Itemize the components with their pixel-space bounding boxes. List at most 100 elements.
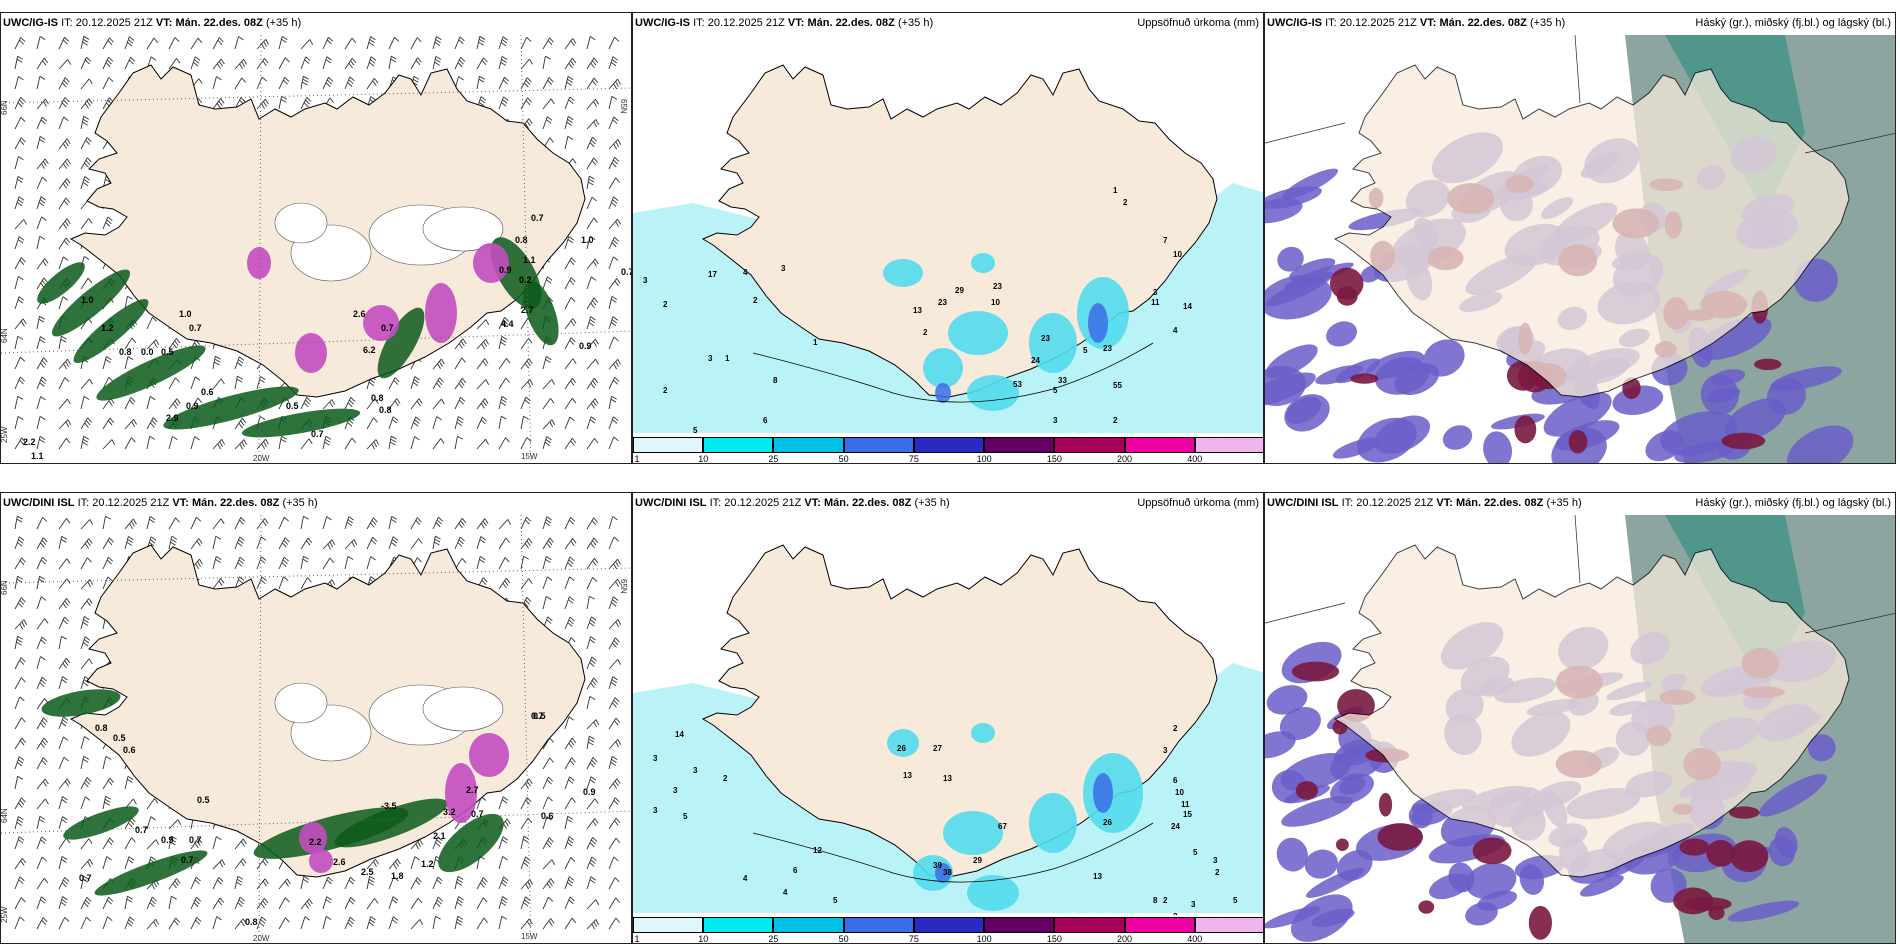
wind-barb-shaft [388,416,394,430]
wind-barb-feather [348,919,354,925]
wind-barb-shaft [124,536,129,550]
wind-barb-shaft [366,56,372,70]
wind-barb-shaft [454,338,464,350]
wind-barb-shaft [410,398,420,410]
wind-barb-shaft [36,676,43,690]
wind-barb-feather [18,379,24,385]
wind-barb-shaft [322,557,331,570]
precip-streak [1228,332,1244,434]
wind-barb-shaft [410,517,418,530]
wind-barb-shaft [344,397,352,410]
wind-barb-feather [592,60,597,66]
wind-barb-shaft [168,836,172,850]
wind-barb-feather [615,717,621,724]
wind-value-label: 2.2 [23,437,36,447]
wind-barb-feather [19,139,25,145]
wind-barb-shaft [476,556,481,570]
wind-value-label: 0.8 [245,917,258,927]
wind-barb-shaft [212,897,221,910]
wind-barb-feather [591,759,597,765]
wind-barb-shaft [14,557,23,570]
precip-map-bottom[interactable]: UWC/DINI ISL IT: 20.12.2025 21Z VT: Mán.… [632,492,1264,944]
wind-barb-feather [83,875,90,880]
wind-barb-feather [593,677,598,683]
wind-barb-feather [305,903,309,909]
wind-barb-shaft [36,757,44,770]
wind-barb-feather [348,516,354,521]
wind-barb-shaft [212,556,217,570]
wind-barb-shaft [300,537,309,550]
wind-barb-feather [433,541,440,546]
cloud-map-top[interactable]: UWC/IG-IS IT: 20.12.2025 21Z VT: Mán. 22… [1264,12,1896,464]
precip-map-top[interactable]: UWC/IG-IS IT: 20.12.2025 21Z VT: Mán. 22… [632,12,1264,464]
wind-barb-feather [485,319,490,326]
wind-barb-feather [85,139,91,145]
wind-barb-feather [567,839,574,844]
wind-value-label: 0.8 [515,235,528,245]
wind-snow-map-bottom[interactable]: UWC/DINI ISL IT: 20.12.2025 21Z VT: Mán.… [0,492,632,944]
wind-barb-feather [456,918,463,923]
wind-barb-shaft [102,97,110,110]
wind-barb-feather [481,579,487,586]
wind-barb-feather [88,98,93,104]
wind-barb-feather [105,795,112,800]
wind-barb-feather [177,819,182,826]
wind-barb-shaft [80,916,87,930]
wind-barb-shaft [14,336,19,350]
wind-barb-feather [304,59,310,64]
wind-speed-area [241,408,361,438]
wind-barb-feather [611,59,618,64]
wind-barb-feather [567,815,574,820]
wind-barb-shaft [564,757,572,770]
valid-label: VT: [155,17,173,29]
wind-barb-feather [591,300,597,306]
wind-barb-feather [479,35,486,40]
wind-barb-feather [374,398,379,404]
wind-barb-feather [546,556,552,561]
wind-barb-feather [16,518,23,523]
wind-barb-shaft [476,338,486,350]
model-name: UWC/IG-IS [3,17,58,29]
wind-barb-feather [152,316,158,322]
wind-snow-map-top[interactable]: UWC/IG-IS IT: 20.12.2025 21Z VT: Mán. 22… [0,12,632,464]
cloud-map-bottom[interactable]: UWC/DINI ISL IT: 20.12.2025 21Z VT: Mán.… [1264,492,1896,944]
wind-barb-feather [617,359,622,365]
wind-barb-shaft [36,877,45,890]
wind-barb-feather [41,720,47,726]
wind-barb-feather [550,918,555,924]
wind-barb-feather [414,419,420,424]
wind-barb-feather [591,856,597,862]
wind-barb-shaft [498,896,503,910]
wind-barb-feather [546,779,552,785]
wind-barb-feather [41,676,47,682]
wind-barb-feather [505,377,511,383]
precip-value-label: 67 [998,822,1007,831]
wind-barb-shaft [564,797,572,810]
wind-barb-feather [617,578,621,585]
wind-barb-feather [217,39,223,46]
wind-barb-feather [66,178,71,184]
wind-barb-feather [413,75,420,80]
wind-barb-shaft [432,56,437,70]
wind-barb-shaft [80,116,85,130]
wind-barb-shaft [608,157,616,170]
colorbar-tick-label: 10 [698,454,709,464]
wind-barb-shaft [80,277,89,290]
wind-barb-feather [174,400,179,407]
wind-barb-feather [480,96,487,101]
precip-value-label: 24 [1171,822,1180,831]
mid-cloud-blob [1465,862,1517,900]
wind-barb-feather [42,556,48,562]
wind-barb-feather [283,539,289,545]
wind-barb-feather [593,157,598,163]
wind-barb-feather [395,861,399,867]
wind-barb-feather [391,435,397,440]
wind-barb-shaft [234,36,239,50]
wind-barb-shaft [564,318,574,330]
wind-barb-feather [242,918,247,925]
wind-value-label: 0.7 [189,835,202,845]
wind-barb-shaft [14,576,18,590]
wind-barb-feather [351,57,357,64]
wind-barb-feather [612,119,618,124]
wind-barb-feather [284,77,290,82]
